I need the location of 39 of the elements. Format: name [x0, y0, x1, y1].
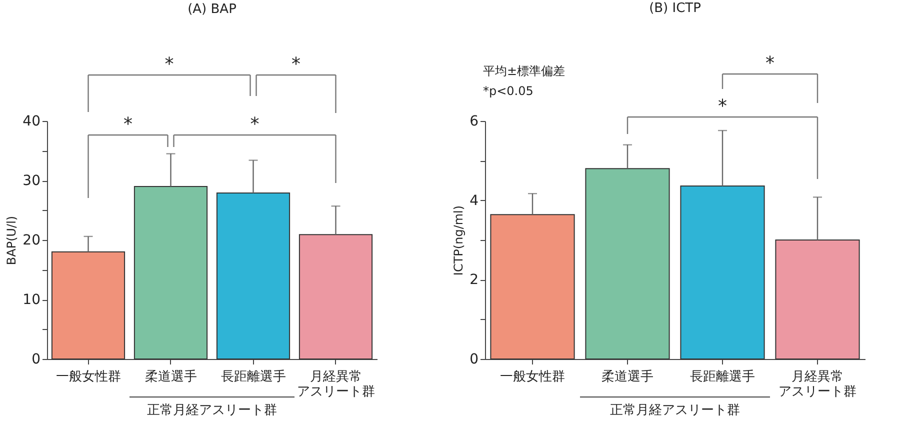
x-tick-label: 柔道選手	[602, 370, 654, 384]
y-tick-label: 2	[470, 272, 478, 288]
bar	[775, 240, 860, 360]
bar	[680, 186, 765, 360]
x-tick-label: 月経異常アスリート群	[296, 370, 375, 400]
x-tick-label: 月経異常アスリート群	[778, 370, 856, 400]
text: *p<0.05	[483, 84, 534, 98]
annotation: *	[124, 114, 132, 135]
y-tick-label: 40	[22, 114, 40, 130]
y-tick-label: 30	[22, 173, 40, 189]
y-tick-label: 20	[22, 232, 40, 248]
bar	[51, 251, 126, 360]
x-tick-label: 一般女性群	[56, 370, 121, 384]
chart-title: (A) BAP	[188, 2, 237, 17]
y-tick-label: 10	[22, 292, 40, 308]
x-tick-label: 長距離選手	[690, 370, 755, 384]
text: *	[766, 53, 774, 74]
text: 平均±標準偏差	[483, 64, 566, 78]
y-tick-label: 0	[32, 352, 40, 368]
chart-title: (B) ICTP	[649, 1, 702, 16]
y-tick-label: 4	[470, 192, 479, 209]
bar	[490, 214, 575, 360]
annotation: *	[250, 114, 260, 135]
text: *	[718, 96, 727, 117]
y-axis-title: ICTP(ng/ml)	[452, 205, 466, 276]
bar	[216, 192, 290, 360]
bar	[134, 186, 208, 360]
text: 正常月経アスリート群	[610, 403, 740, 418]
x-tick-label: 一般女性群	[500, 370, 565, 384]
x-tick-label: 長距離選手	[220, 370, 286, 384]
text: *	[164, 54, 174, 75]
y-tick-label: 6	[470, 114, 479, 130]
text: 正常月経アスリート群	[147, 403, 277, 418]
bar	[298, 234, 373, 360]
y-tick-label: 0	[470, 352, 478, 368]
text: *	[292, 54, 300, 75]
bar	[585, 168, 670, 360]
y-axis-title: BAP(U/l)	[4, 216, 19, 266]
x-tick-label: 柔道選手	[144, 370, 197, 384]
